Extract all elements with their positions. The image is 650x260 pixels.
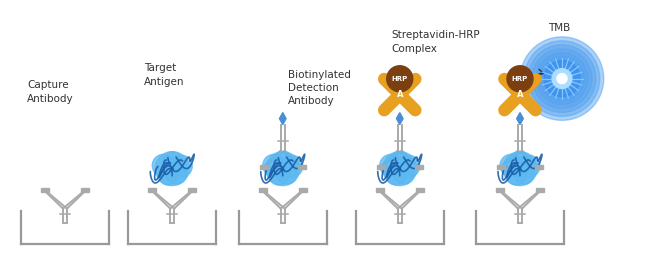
Bar [81,188,89,192]
Bar [416,188,424,192]
Bar [299,188,307,192]
Circle shape [170,155,192,177]
Circle shape [281,155,303,177]
Circle shape [380,154,402,176]
Circle shape [532,49,592,108]
Bar [497,165,505,169]
Circle shape [544,61,580,97]
Bar [377,165,385,169]
Bar [259,188,266,192]
Polygon shape [280,113,286,125]
Text: A: A [396,90,403,99]
Text: A: A [517,90,523,99]
Text: HRP: HRP [512,76,528,82]
Circle shape [510,152,530,171]
Bar [496,188,504,192]
Circle shape [394,164,414,184]
Text: TMB: TMB [548,23,570,33]
Bar [415,165,422,169]
Circle shape [166,164,187,184]
Circle shape [266,152,300,186]
Circle shape [385,165,406,185]
Text: HRP: HRP [391,76,408,82]
Bar [148,188,156,192]
Circle shape [540,57,584,101]
Polygon shape [396,113,403,125]
Circle shape [162,152,182,171]
Circle shape [398,155,420,177]
Circle shape [514,164,534,184]
Circle shape [152,154,174,176]
Circle shape [158,165,178,185]
Bar [41,188,49,192]
Circle shape [524,41,600,116]
Circle shape [536,53,588,105]
Circle shape [520,37,604,120]
Circle shape [528,45,596,112]
Bar [298,165,305,169]
Bar [536,188,544,192]
Circle shape [503,152,537,186]
Circle shape [518,155,540,177]
Circle shape [507,66,533,92]
Bar [535,165,543,169]
Circle shape [383,152,417,186]
Text: Biotinylated
Detection
Antibody: Biotinylated Detection Antibody [288,70,350,106]
Bar [260,165,268,169]
Circle shape [387,66,413,92]
Circle shape [155,152,189,186]
Text: Streptavidin-HRP
Complex: Streptavidin-HRP Complex [392,30,480,54]
Polygon shape [517,113,523,125]
Circle shape [500,154,522,176]
Bar [376,188,384,192]
Text: Target
Antigen: Target Antigen [144,63,185,87]
Circle shape [557,74,567,84]
Bar [188,188,196,192]
Circle shape [552,69,572,88]
Circle shape [277,164,297,184]
Circle shape [273,152,292,171]
Circle shape [390,152,410,171]
Circle shape [268,165,289,185]
Text: Capture
Antibody: Capture Antibody [27,80,73,103]
Circle shape [506,165,526,185]
Circle shape [263,154,285,176]
